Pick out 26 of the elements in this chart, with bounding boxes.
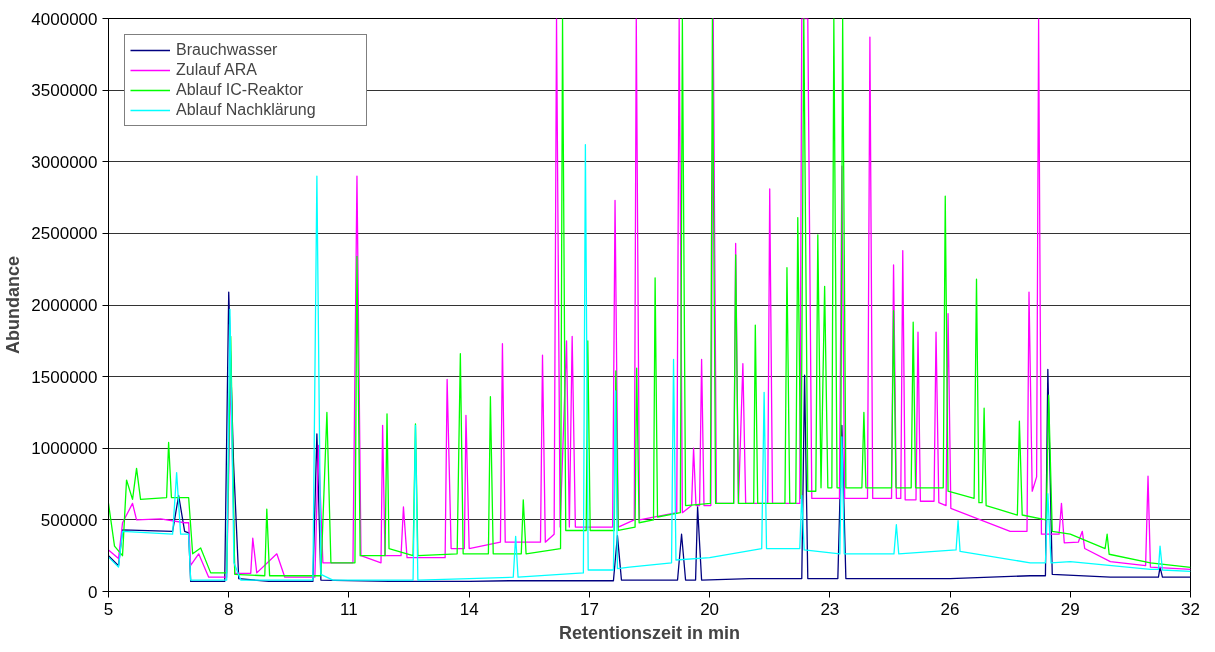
x-tick-label: 8 [223, 599, 234, 619]
y-tick-label: 2000000 [31, 296, 98, 315]
x-tick-label: 26 [940, 599, 960, 619]
legend-label: Ablauf Nachklärung [176, 100, 317, 120]
y-tick-label: 1500000 [31, 367, 98, 387]
legend-label: Brauchwasser [176, 40, 279, 60]
legend-label: Zulauf ARA [176, 60, 258, 80]
y-tick-label: 2500000 [31, 224, 98, 244]
x-tick-label: 32 [1181, 599, 1200, 619]
y-tick-label: 500000 [40, 510, 98, 530]
x-tick-label: 11 [340, 599, 358, 619]
x-tick-label: 23 [820, 599, 840, 619]
x-tick-label: 14 [459, 599, 479, 619]
y-axis-title: Abundance [3, 255, 24, 354]
y-tick-label: 3500000 [31, 81, 98, 101]
y-tick-label: 3000000 [31, 152, 98, 172]
y-tick-label: 1000000 [31, 439, 98, 459]
y-tick-label: 4000000 [31, 9, 98, 29]
x-tick-label: 5 [103, 599, 114, 619]
legend-label: Ablauf IC-Reaktor [176, 80, 305, 100]
x-tick-label: 29 [1060, 599, 1080, 619]
x-tick-label: 20 [700, 599, 720, 619]
x-tick-label: 17 [579, 599, 599, 619]
line-series [108, 143, 1191, 581]
x-axis-title: Retentionszeit in min [558, 622, 741, 643]
y-tick-label: 0 [88, 582, 98, 602]
